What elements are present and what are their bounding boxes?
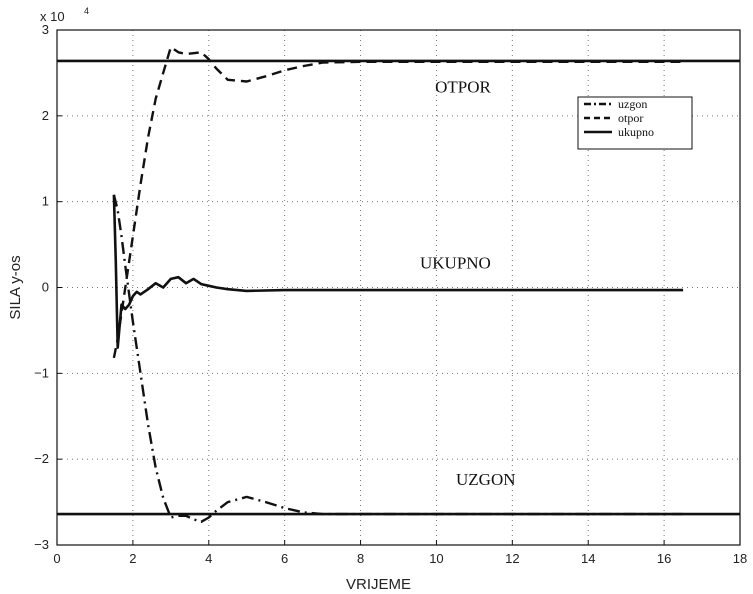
y-tick-label: 2: [42, 108, 49, 123]
y-tick-label: −3: [34, 537, 49, 552]
series-line-otpor: [112, 46, 684, 359]
x-tick-label: 4: [205, 551, 212, 566]
x-tick-label: 0: [53, 551, 60, 566]
x-tick-label: 12: [505, 551, 519, 566]
x-tick-label: 18: [733, 551, 747, 566]
legend-box: [577, 96, 693, 150]
annotation-ukupno: UKUPNO: [420, 254, 491, 273]
x-tick-label: 10: [429, 551, 443, 566]
annotation-uzgon: UZGON: [456, 470, 516, 489]
y-tick-label: −1: [34, 365, 49, 380]
y-axis-label: SILA y-os: [7, 255, 24, 319]
legend-label-otpor: otpor: [618, 111, 643, 125]
annotation-otpor: OTPOR: [435, 78, 491, 97]
x-tick-label: 6: [281, 551, 288, 566]
y-multiplier-exponent: 4: [84, 6, 89, 16]
x-tick-label: 14: [581, 551, 595, 566]
y-tick-label: 1: [42, 194, 49, 209]
x-tick-label: 16: [657, 551, 671, 566]
x-axis-label: VRIJEME: [346, 576, 411, 593]
series-lines: [57, 46, 740, 523]
x-tick-label: 8: [357, 551, 364, 566]
annotations: OTPOR UKUPNO UZGON: [420, 78, 516, 489]
y-multiplier-label: x 10: [40, 9, 65, 24]
x-tick-label: 2: [129, 551, 136, 566]
legend-label-ukupno: ukupno: [618, 125, 654, 139]
y-tick-label: 3: [42, 22, 49, 37]
y-tick-label: 0: [42, 280, 49, 295]
y-tick-label: −2: [34, 451, 49, 466]
series-line-ukupno: [112, 194, 684, 349]
legend-label-uzgon: uzgon: [618, 97, 647, 111]
series-line-uzgon: [112, 194, 684, 523]
